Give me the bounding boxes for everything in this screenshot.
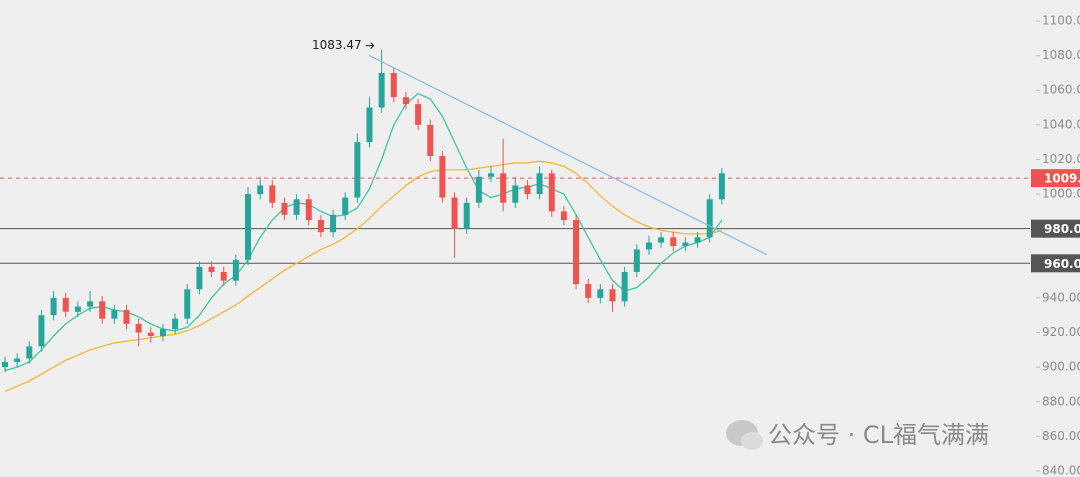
candle-body — [451, 197, 458, 229]
annotation-arrow — [365, 42, 375, 49]
price-label-box — [1031, 254, 1080, 273]
candle-body — [536, 173, 543, 195]
y-tick-label: 860.00 — [1042, 429, 1080, 443]
candle-body — [342, 197, 349, 215]
candle-body — [585, 284, 592, 298]
price-label: 980.02 — [1044, 222, 1080, 236]
candle-body — [38, 315, 45, 347]
candle-body — [463, 202, 470, 229]
y-tick-label: 1020.00 — [1042, 152, 1080, 166]
candle-body — [633, 249, 640, 272]
candle-body — [597, 289, 604, 298]
y-tick-label: 880.00 — [1042, 394, 1080, 408]
candle-body — [670, 237, 677, 246]
candle-body — [427, 124, 434, 156]
candle-body — [488, 173, 494, 177]
candle-body — [330, 214, 337, 233]
candle-body — [14, 358, 21, 362]
watermark: 公众号 · CL福气满满 — [726, 420, 989, 450]
candle-body — [573, 220, 580, 285]
candle-body — [184, 289, 191, 319]
price-label-box — [1031, 219, 1080, 238]
candle-body — [232, 259, 239, 281]
candle-body — [74, 306, 81, 312]
watermark-text: 公众号 · CL福气满满 — [768, 421, 989, 449]
candle-body — [220, 271, 227, 281]
price-label: 1009.2 — [1044, 172, 1080, 186]
candle-body — [135, 323, 142, 333]
candle-body — [718, 173, 725, 200]
candle-body — [378, 72, 385, 108]
y-tick-label: 900.00 — [1042, 360, 1080, 374]
trendline — [369, 55, 768, 256]
candle-body — [682, 242, 689, 246]
candle-body — [50, 297, 57, 316]
candle-body — [560, 211, 567, 221]
y-tick-label: 940.00 — [1042, 290, 1080, 304]
candle-body — [354, 142, 361, 198]
candle-body — [305, 199, 312, 221]
price-label-box — [1031, 169, 1080, 188]
candle-body — [415, 104, 422, 125]
candle-body — [609, 289, 616, 302]
candle-body — [645, 242, 652, 250]
candle-body — [196, 266, 203, 290]
candle-body — [524, 185, 531, 195]
candle-body — [366, 107, 373, 143]
candle-body — [208, 266, 215, 272]
y-tick-label: 1040.00 — [1042, 117, 1080, 131]
candle-body — [257, 185, 264, 195]
candle-body — [26, 346, 33, 359]
candle-body — [172, 318, 179, 330]
candle-body — [402, 97, 409, 105]
candle-body — [87, 301, 94, 307]
candle-body — [548, 173, 555, 212]
candle-body — [123, 310, 130, 324]
candle-body — [500, 173, 507, 203]
candle-body — [658, 237, 665, 243]
candle-body — [475, 176, 482, 203]
y-tick-label: 1100.00 — [1042, 14, 1080, 28]
y-tick-label: 1000.00 — [1042, 187, 1080, 201]
y-tick-label: 920.00 — [1042, 325, 1080, 339]
candle-body — [147, 332, 154, 336]
moving-average — [4, 160, 723, 392]
candle-body — [390, 72, 397, 98]
y-tick-label: 840.00 — [1042, 464, 1080, 477]
candle-body — [2, 361, 8, 368]
candle-body — [439, 156, 446, 198]
candle-body — [621, 271, 628, 302]
candle-body — [269, 185, 276, 203]
candle-body — [512, 185, 519, 203]
candle-body — [317, 220, 324, 233]
y-tick-label: 1060.00 — [1042, 83, 1080, 97]
candle-body — [694, 237, 701, 243]
wechat-icon — [741, 432, 763, 450]
price-label: 960.00 — [1044, 257, 1080, 271]
y-tick-label: 1080.00 — [1042, 48, 1080, 62]
candle-body — [159, 329, 166, 336]
candle-body — [281, 202, 288, 215]
candle-body — [245, 194, 251, 260]
annotation: 1083.47 — [312, 38, 362, 52]
candle-body — [706, 199, 713, 238]
candle-body — [111, 310, 118, 319]
candle-body — [99, 301, 106, 319]
candle-body — [62, 297, 69, 312]
candle-body — [293, 199, 300, 215]
